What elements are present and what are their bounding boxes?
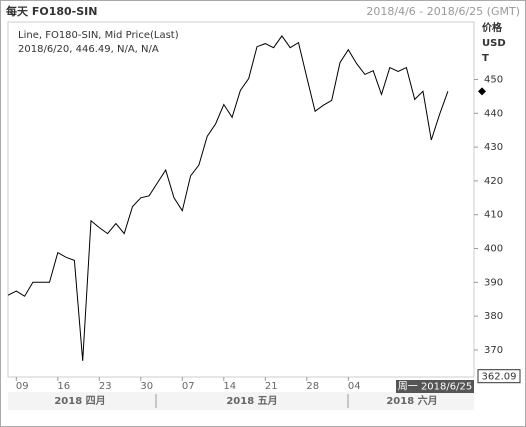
y-tick-label: 400 <box>484 244 503 255</box>
date-range: 2018/4/6 - 2018/6/25 (GMT) <box>366 5 520 18</box>
legend-readout: 2018/6/20, 446.49, N/A, N/A <box>18 44 159 55</box>
last-value-marker <box>478 87 486 96</box>
y-tick-label: 430 <box>484 142 503 153</box>
x-tick-label: 14 <box>223 381 236 392</box>
y-axis-label: T <box>482 53 489 64</box>
cursor-value-box <box>477 369 521 384</box>
x-tick-label: 21 <box>265 381 278 392</box>
x-tick-label: 04 <box>348 381 361 392</box>
plot-area <box>7 21 475 378</box>
month-label: 2018 五月 <box>226 395 277 407</box>
y-tick-label: 410 <box>484 210 503 221</box>
x-tick-label: 16 <box>57 381 70 392</box>
chart-title: 每天 FO180-SIN <box>6 4 97 18</box>
month-label: 2018 四月 <box>54 395 105 407</box>
legend-title: Line, FO180-SIN, Mid Price(Last) <box>18 30 179 41</box>
month-label: 2018 六月 <box>386 394 437 407</box>
cursor-value: 362.09 <box>482 372 517 383</box>
y-tick-label: 440 <box>484 108 503 119</box>
y-tick-label: 380 <box>484 311 503 322</box>
y-axis-label: 价格 <box>482 21 503 34</box>
month-strip <box>8 392 474 410</box>
y-axis-label: USD <box>482 38 506 49</box>
y-tick-label: 420 <box>484 176 503 187</box>
cursor-date-box <box>396 380 474 393</box>
price-line <box>7 35 449 361</box>
x-tick-label: 07 <box>182 381 195 392</box>
x-tick-label: 28 <box>306 381 319 392</box>
y-tick-label: 390 <box>484 277 503 288</box>
x-tick-label: 23 <box>99 381 112 392</box>
x-tick-label: 30 <box>140 381 153 392</box>
cursor-date: 周一 2018/6/25 <box>398 381 472 393</box>
y-tick-label: 450 <box>484 74 503 85</box>
x-tick-label: 09 <box>16 381 29 392</box>
y-tick-label: 370 <box>484 345 503 356</box>
